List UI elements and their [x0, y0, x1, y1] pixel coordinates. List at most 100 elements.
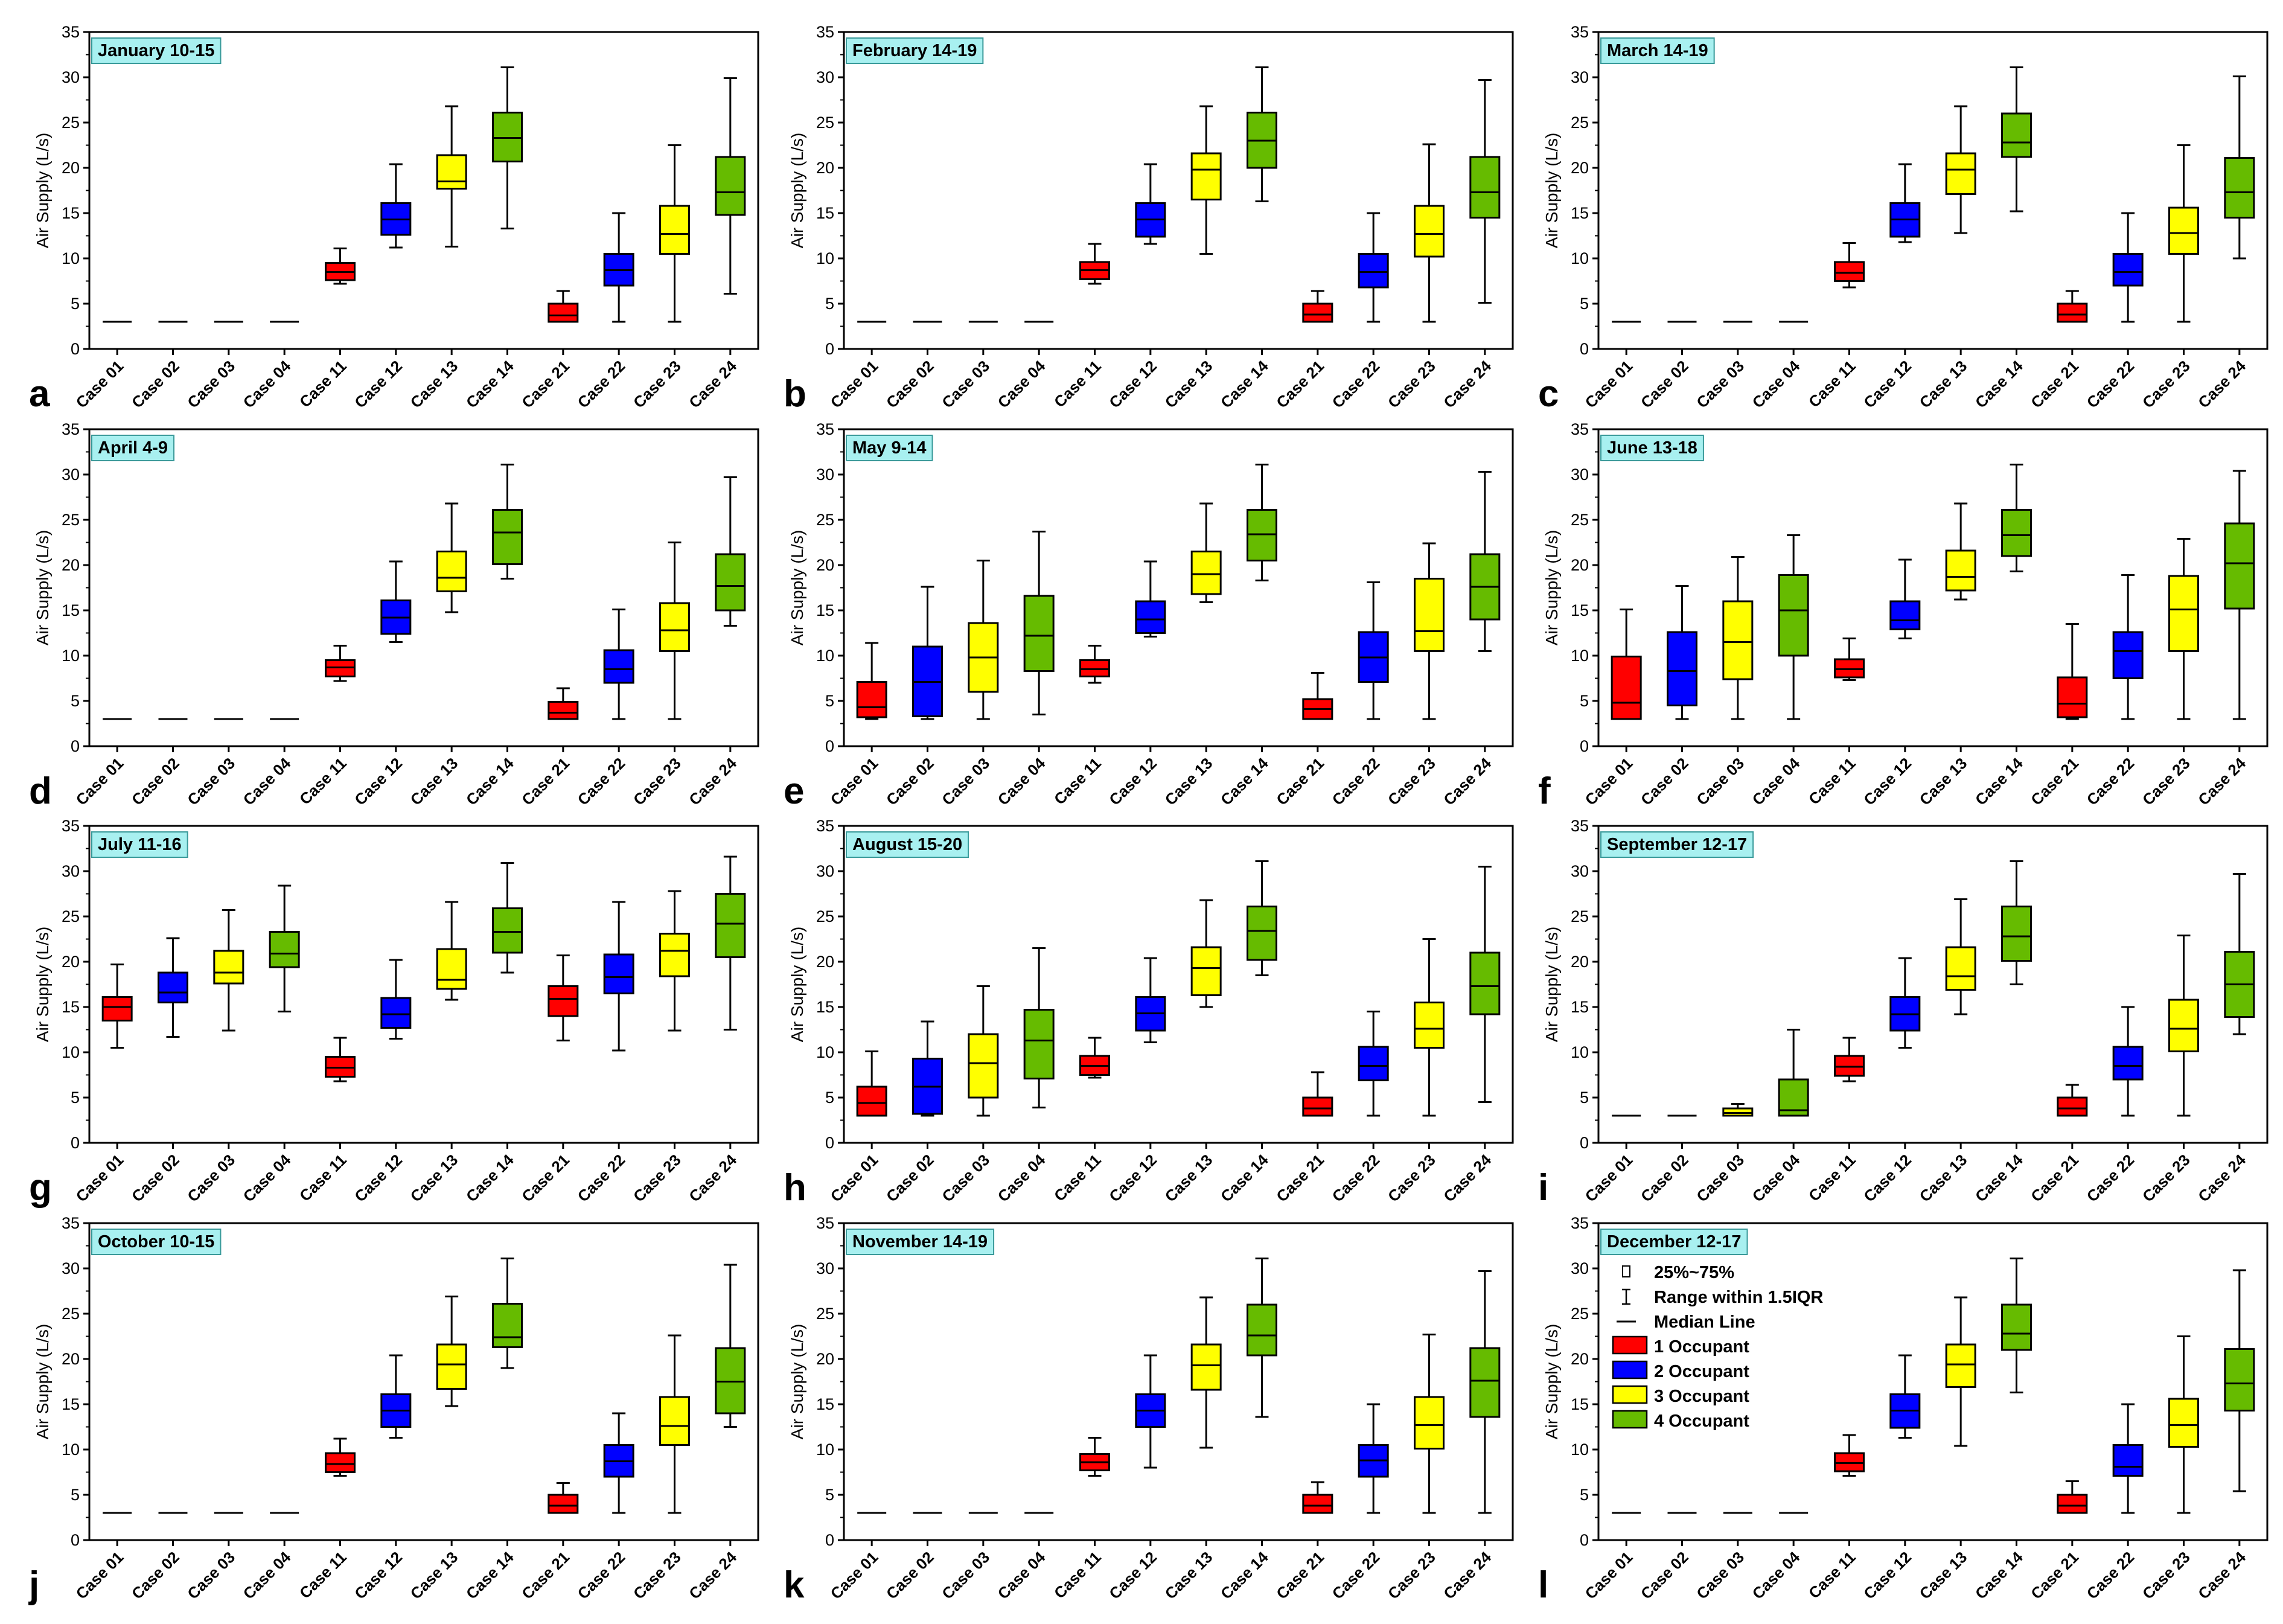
- iqr-box: [2168, 1398, 2199, 1448]
- x-tick-label: Case 02: [883, 754, 937, 809]
- iqr-box: [1358, 253, 1389, 289]
- y-tick-label: 25: [62, 113, 80, 132]
- x-tick-label: Case 12: [351, 1548, 406, 1603]
- box-case-03: [213, 909, 244, 1032]
- box-case-11: [325, 1437, 356, 1477]
- y-tick-label: 5: [1580, 1486, 1589, 1504]
- iqr-box: [2168, 999, 2199, 1052]
- x-tick-label: Case 13: [1161, 357, 1216, 412]
- box-case-14: [2001, 464, 2032, 572]
- y-tick-label: 35: [816, 817, 834, 835]
- iqr-box: [436, 154, 467, 190]
- iqr-box: [2168, 575, 2199, 652]
- x-tick-label: Case 12: [1860, 1548, 1915, 1603]
- x-tick-label: Case 04: [240, 357, 295, 412]
- box-case-21: [1302, 1071, 1333, 1117]
- box-case-01: [101, 964, 133, 1049]
- box-case-24: [2224, 873, 2255, 1035]
- box-case-11: [1079, 243, 1110, 285]
- box-case-12: [1135, 163, 1166, 245]
- y-axis-label: Air Supply (L/s): [788, 927, 806, 1042]
- box-case-14: [2001, 1258, 2032, 1393]
- x-tick-label: Case 04: [994, 1548, 1049, 1603]
- iqr-box: [2112, 253, 2144, 287]
- box-case-23: [2168, 144, 2199, 323]
- y-tick-label: 25: [816, 907, 834, 925]
- iqr-box: [2001, 1303, 2032, 1351]
- x-tick-label: Case 03: [184, 357, 238, 412]
- iqr-box: [158, 971, 188, 1003]
- x-tick-label: Case 22: [1329, 1548, 1384, 1603]
- box-case-14: [2001, 66, 2032, 213]
- box-case-22: [603, 901, 634, 1052]
- y-tick-label: 25: [816, 1305, 834, 1323]
- y-tick-label: 0: [1580, 1134, 1589, 1152]
- x-tick-label: Case 23: [630, 754, 685, 809]
- iqr-box: [1889, 600, 1921, 630]
- panel-title-box: [1600, 37, 1715, 64]
- y-tick-label: 0: [825, 1531, 834, 1549]
- x-tick-label: Case 13: [1161, 1548, 1216, 1603]
- plot-frame: [843, 1222, 1514, 1541]
- box-case-13: [436, 1296, 467, 1407]
- panel-title-box: [91, 1229, 222, 1255]
- box-case-24: [715, 1264, 746, 1428]
- iqr-box: [1414, 1002, 1445, 1049]
- y-tick-label: 0: [1580, 340, 1589, 358]
- x-tick-label: Case 04: [994, 1151, 1049, 1206]
- box-case-12: [380, 959, 412, 1040]
- x-tick-label: Case 03: [184, 754, 238, 809]
- y-tick-label: 25: [816, 511, 834, 529]
- plot-frame: [843, 825, 1514, 1144]
- box-case-22: [603, 1412, 634, 1514]
- x-tick-label: Case 04: [1749, 1548, 1804, 1603]
- plot-frame: [843, 31, 1514, 350]
- box-case-23: [1414, 542, 1445, 720]
- x-tick-label: Case 13: [1916, 1548, 1971, 1603]
- box-case-11: [325, 248, 356, 285]
- y-tick-label: 10: [1571, 1440, 1589, 1459]
- x-tick-label: Case 13: [407, 1151, 462, 1206]
- y-tick-label: 10: [1571, 647, 1589, 665]
- y-tick-label: 15: [1571, 1395, 1589, 1413]
- x-tick-label: Case 04: [1749, 1151, 1804, 1206]
- x-tick-label: Case 24: [685, 754, 740, 809]
- y-tick-label: 5: [825, 295, 834, 313]
- x-tick-label: Case 23: [630, 1548, 685, 1603]
- x-tick-label: Case 12: [1860, 1151, 1915, 1206]
- box-case-21: [548, 954, 579, 1041]
- y-axis-label: Air Supply (L/s): [1542, 1324, 1561, 1439]
- iqr-box: [1247, 906, 1277, 961]
- y-tick-label: 0: [71, 340, 80, 358]
- x-tick-label: Case 12: [351, 1151, 406, 1206]
- panel-title: February 14-19: [846, 37, 984, 64]
- panel-title-text: January 10-15: [98, 41, 214, 60]
- x-tick-label: Case 22: [2083, 754, 2138, 809]
- x-tick-label: Case 23: [630, 357, 685, 412]
- iqr-box: [2057, 676, 2088, 718]
- y-tick-label: 20: [62, 1350, 80, 1368]
- iqr-box: [548, 985, 579, 1017]
- y-tick-label: 20: [1571, 556, 1589, 574]
- x-tick-label: Case 24: [1440, 754, 1495, 809]
- y-axis-label: Air Supply (L/s): [1542, 927, 1561, 1042]
- box-case-13: [436, 105, 467, 248]
- box-case-03: [968, 560, 999, 720]
- legend: 25%~75% Range within 1.5IQR Median Line 1 O…: [1612, 1263, 1823, 1431]
- y-tick-label: 10: [816, 1440, 834, 1459]
- box-case-21: [1302, 672, 1333, 720]
- y-tick-label: 20: [62, 953, 80, 971]
- x-tick-label: Case 22: [574, 357, 629, 412]
- x-tick-label: Case 22: [1329, 1151, 1384, 1206]
- box-case-24: [2224, 470, 2255, 720]
- plot-frame: [843, 428, 1514, 747]
- legend-swatch-2: [1612, 1360, 1648, 1379]
- x-tick-label: Case 04: [994, 754, 1049, 809]
- x-tick-label: Case 01: [72, 1548, 127, 1603]
- y-tick-label: 35: [62, 23, 80, 41]
- x-tick-label: Case 01: [72, 754, 127, 809]
- iqr-box: [1302, 1494, 1333, 1514]
